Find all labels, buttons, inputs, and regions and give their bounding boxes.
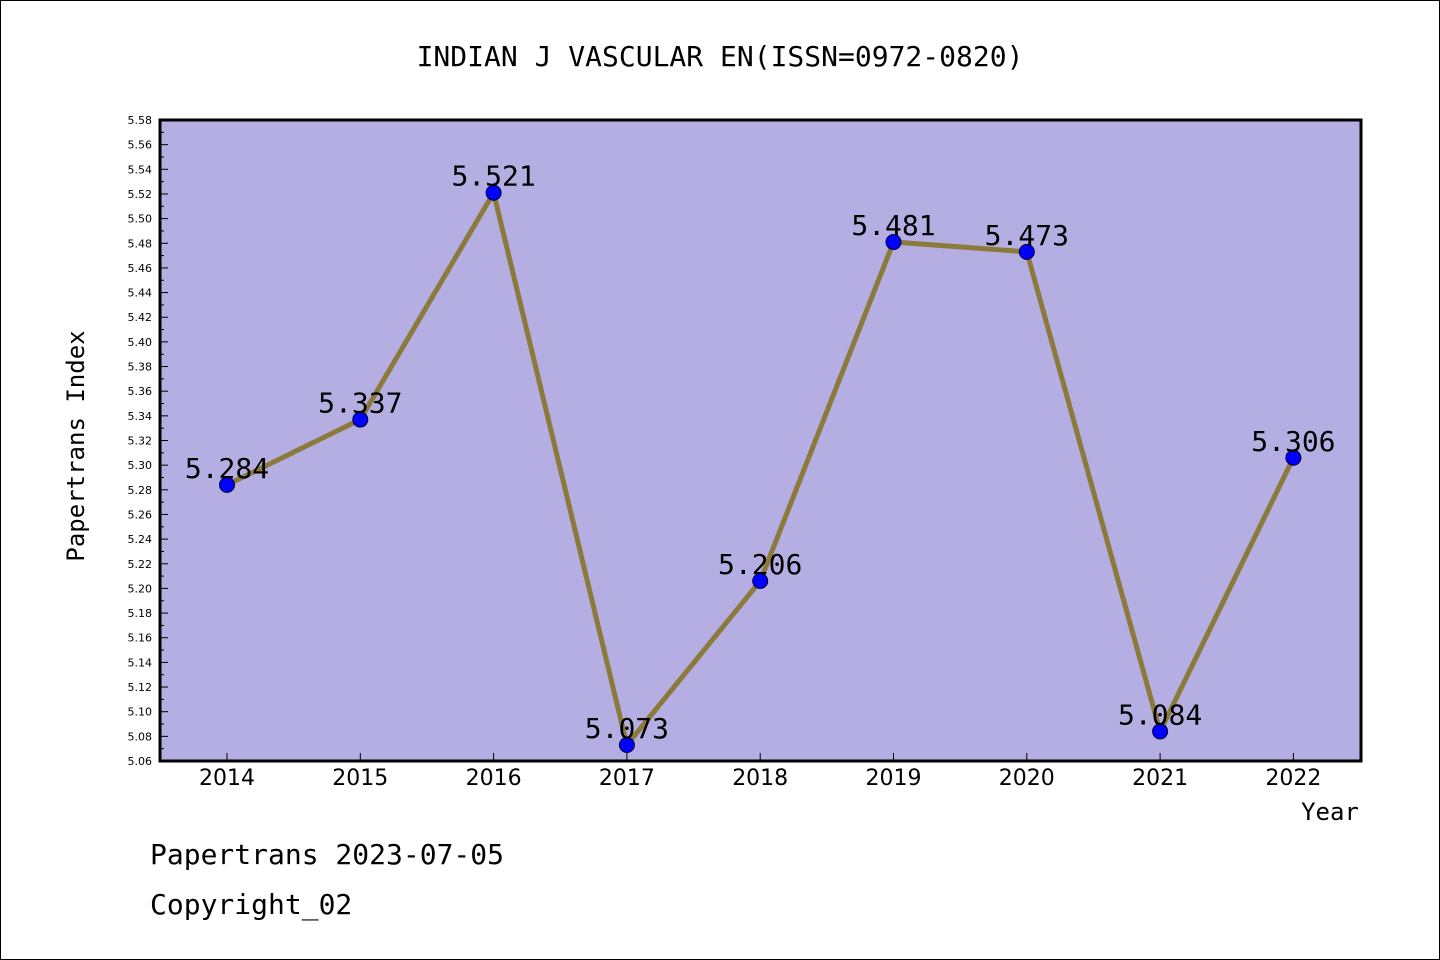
y-tick-label: 5.16 xyxy=(128,632,153,645)
data-point xyxy=(1285,449,1302,466)
data-label: 5.473 xyxy=(985,219,1069,252)
x-tick-label: 2015 xyxy=(332,766,388,791)
footer-date: Papertrans 2023-07-05 xyxy=(150,838,504,871)
y-tick-label: 5.50 xyxy=(128,213,153,226)
data-point xyxy=(618,736,635,753)
y-tick-label: 5.58 xyxy=(128,114,153,127)
y-tick-label: 5.28 xyxy=(128,484,153,497)
data-label: 5.337 xyxy=(318,387,402,420)
y-tick-label: 5.20 xyxy=(128,582,153,595)
y-tick-label: 5.38 xyxy=(128,361,153,374)
x-axis: 2014 2015 2016 2017 2018 2019 2020 2021 2022 xyxy=(199,753,1321,791)
data-label: 5.306 xyxy=(1251,425,1335,458)
y-tick-label: 5.32 xyxy=(128,435,153,448)
y-tick-label: 5.42 xyxy=(128,311,153,324)
data-points xyxy=(219,184,1302,753)
y-tick-label: 5.18 xyxy=(128,607,153,620)
y-tick-label: 5.46 xyxy=(128,262,153,275)
y-tick-label: 5.36 xyxy=(128,385,153,398)
y-tick-label: 5.22 xyxy=(128,558,153,571)
y-tick-label: 5.56 xyxy=(128,139,153,152)
x-tick-label: 2020 xyxy=(999,766,1055,791)
data-label: 5.481 xyxy=(851,209,935,242)
y-tick-label: 5.12 xyxy=(128,681,153,694)
y-tick-label: 5.08 xyxy=(128,730,153,743)
x-tick-label: 2019 xyxy=(866,766,922,791)
y-tick-label: 5.40 xyxy=(128,336,153,349)
y-tick-label: 5.44 xyxy=(128,287,153,300)
plot-area xyxy=(158,118,1363,763)
data-point xyxy=(752,573,769,590)
data-label: 5.084 xyxy=(1118,698,1202,731)
y-tick-label: 5.06 xyxy=(128,755,153,768)
y-tick-label: 5.10 xyxy=(128,706,153,719)
data-point xyxy=(1152,723,1169,740)
x-tick-label: 2016 xyxy=(466,766,522,791)
data-point xyxy=(485,184,502,201)
y-axis: 5.06 5.08 5.10 5.12 5.14 5.16 5.18 5.20 5.22 5.24… xyxy=(128,114,168,768)
data-point xyxy=(885,234,902,251)
data-point xyxy=(352,411,369,428)
data-label: 5.073 xyxy=(585,712,669,745)
y-tick-label: 5.54 xyxy=(128,163,153,176)
x-tick-label: 2017 xyxy=(599,766,655,791)
x-tick-label: 2018 xyxy=(732,766,788,791)
y-tick-label: 5.14 xyxy=(128,656,153,669)
y-tick-label: 5.48 xyxy=(128,237,153,250)
y-tick-label: 5.24 xyxy=(128,533,153,546)
x-tick-label: 2021 xyxy=(1132,766,1188,791)
y-axis-label: Papertrans Index xyxy=(62,330,90,561)
footer-copyright: Copyright_02 xyxy=(150,888,352,922)
data-labels: 5.284 5.337 5.521 5.073 5.206 5.481 5.473 5.084… xyxy=(185,160,1336,745)
chart-title: INDIAN J VASCULAR EN(ISSN=0972-0820) xyxy=(417,40,1024,73)
x-tick-label: 2022 xyxy=(1265,766,1321,791)
y-tick-label: 5.52 xyxy=(128,188,153,201)
data-label: 5.206 xyxy=(718,548,802,581)
data-point xyxy=(1018,243,1035,260)
data-label: 5.521 xyxy=(451,160,535,193)
y-tick-label: 5.26 xyxy=(128,508,153,521)
data-label: 5.284 xyxy=(185,452,269,485)
y-tick-label: 5.34 xyxy=(128,410,153,423)
y-tick-label: 5.30 xyxy=(128,459,153,472)
data-point xyxy=(219,476,235,493)
x-axis-label: Year xyxy=(1301,798,1359,826)
x-tick-label: 2014 xyxy=(199,766,255,791)
